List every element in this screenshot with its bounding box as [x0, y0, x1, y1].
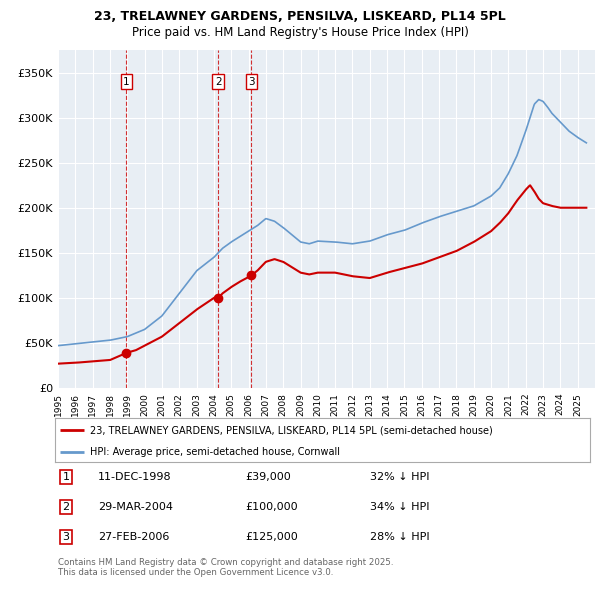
Text: 2: 2 [62, 502, 70, 512]
Text: 32% ↓ HPI: 32% ↓ HPI [370, 472, 430, 482]
Text: 34% ↓ HPI: 34% ↓ HPI [370, 502, 430, 512]
Text: 1: 1 [62, 472, 70, 482]
Text: 1: 1 [123, 77, 130, 87]
Text: 3: 3 [62, 532, 70, 542]
Text: 27-FEB-2006: 27-FEB-2006 [98, 532, 169, 542]
Text: 2: 2 [215, 77, 221, 87]
Text: 29-MAR-2004: 29-MAR-2004 [98, 502, 173, 512]
Text: Price paid vs. HM Land Registry's House Price Index (HPI): Price paid vs. HM Land Registry's House … [131, 26, 469, 39]
Text: 23, TRELAWNEY GARDENS, PENSILVA, LISKEARD, PL14 5PL: 23, TRELAWNEY GARDENS, PENSILVA, LISKEAR… [94, 10, 506, 23]
Text: £39,000: £39,000 [245, 472, 291, 482]
Text: 11-DEC-1998: 11-DEC-1998 [98, 472, 172, 482]
Text: 23, TRELAWNEY GARDENS, PENSILVA, LISKEARD, PL14 5PL (semi-detached house): 23, TRELAWNEY GARDENS, PENSILVA, LISKEAR… [90, 425, 493, 435]
Text: 28% ↓ HPI: 28% ↓ HPI [370, 532, 430, 542]
Text: £125,000: £125,000 [245, 532, 298, 542]
Text: HPI: Average price, semi-detached house, Cornwall: HPI: Average price, semi-detached house,… [90, 447, 340, 457]
Text: 3: 3 [248, 77, 255, 87]
Text: Contains HM Land Registry data © Crown copyright and database right 2025.
This d: Contains HM Land Registry data © Crown c… [58, 558, 394, 578]
Text: £100,000: £100,000 [245, 502, 298, 512]
